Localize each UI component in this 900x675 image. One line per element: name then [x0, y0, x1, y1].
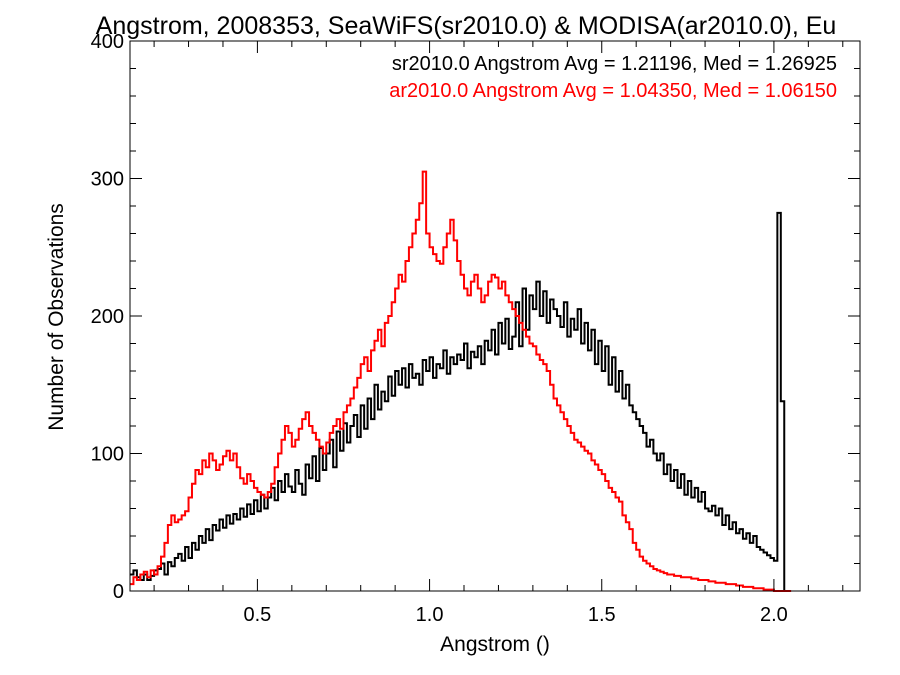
x-tick-label: 0.5 — [243, 604, 271, 626]
legend-entry-sr2010: sr2010.0 Angstrom Avg = 1.21196, Med = 1… — [392, 53, 837, 75]
x-axis-label: Angstrom () — [440, 633, 550, 656]
axes: 0.5 1.0 1.5 2.0 0 100 200 300 400 — [91, 31, 861, 626]
histogram-series — [130, 170, 792, 592]
y-tick-label: 0 — [113, 581, 124, 603]
y-tick-label: 300 — [91, 169, 124, 191]
y-tick-label: 100 — [91, 444, 124, 466]
histogram-line-0 — [130, 211, 788, 592]
histogram-line-1 — [130, 170, 792, 592]
x-tick-label: 1.5 — [588, 604, 616, 626]
legend-entry-ar2010: ar2010.0 Angstrom Avg = 1.04350, Med = 1… — [389, 80, 837, 102]
y-axis-label: Number of Observations — [45, 203, 68, 431]
y-tick-label: 400 — [91, 31, 124, 53]
y-tick-label: 200 — [91, 306, 124, 328]
x-tick-label: 2.0 — [760, 604, 788, 626]
chart-title: Angstrom, 2008353, SeaWiFS(sr2010.0) & M… — [96, 12, 837, 40]
x-tick-label: 1.0 — [416, 604, 444, 626]
